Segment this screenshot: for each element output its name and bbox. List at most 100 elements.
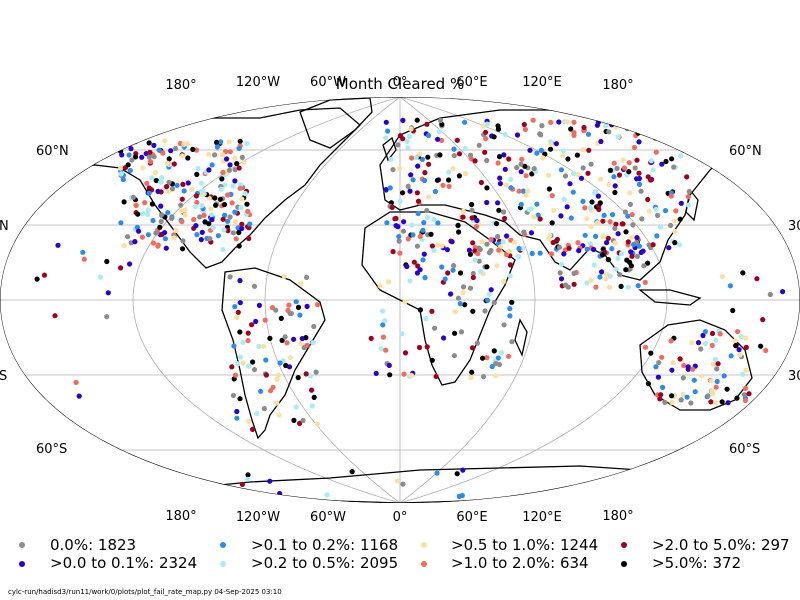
station-dot (229, 200, 235, 206)
station-dot (603, 123, 609, 129)
station-dot (603, 276, 609, 282)
station-dot (193, 193, 199, 199)
station-dot (240, 339, 246, 345)
station-dot (258, 388, 264, 394)
station-dot (634, 235, 640, 241)
lon-label-bottom: 60°W (310, 510, 346, 525)
station-dot (645, 381, 652, 387)
station-dot (553, 141, 560, 147)
station-dot (311, 394, 317, 400)
station-dot (571, 171, 577, 177)
station-dot (758, 343, 764, 349)
station-dot (469, 215, 475, 221)
station-dot (663, 158, 669, 165)
station-dot (520, 188, 526, 194)
station-dot (620, 221, 626, 227)
station-dot (474, 340, 480, 346)
station-dot (627, 201, 634, 207)
station-dot (162, 138, 168, 144)
station-dot (439, 137, 445, 143)
station-dot (220, 152, 226, 158)
station-dot (495, 126, 502, 132)
station-dot (139, 234, 146, 240)
station-dot (648, 158, 654, 164)
new-zealand (763, 393, 779, 422)
station-dot (442, 276, 448, 282)
station-dot (239, 154, 245, 160)
station-dot (180, 181, 186, 187)
station-dot (702, 329, 709, 335)
station-dot (708, 378, 714, 384)
station-dot (587, 241, 594, 247)
station-dot (740, 270, 746, 276)
station-dot (435, 242, 441, 248)
station-dot (217, 196, 223, 202)
station-dot (220, 169, 226, 176)
station-dot (493, 373, 499, 379)
station-dot (230, 230, 236, 236)
station-dot (231, 343, 237, 349)
station-dot (198, 180, 204, 186)
station-dot (227, 162, 233, 168)
station-dot (237, 185, 243, 191)
station-dot (136, 228, 142, 234)
station-dot (709, 330, 716, 337)
station-dot (483, 136, 489, 142)
station-dot (736, 347, 742, 353)
station-dot (287, 310, 293, 316)
station-dot (502, 131, 508, 137)
station-dot (405, 145, 411, 151)
station-dot (518, 169, 524, 175)
lat-label-right: 30 (788, 369, 800, 384)
station-dot (127, 261, 133, 267)
station-dot (634, 253, 641, 259)
station-dot (470, 240, 476, 246)
station-dot (591, 246, 597, 253)
station-dot (426, 194, 432, 200)
lon-label-bottom: 0° (393, 510, 408, 525)
station-dot (426, 161, 432, 167)
station-dot (149, 175, 155, 181)
station-dot (455, 222, 461, 228)
station-dot (380, 334, 386, 340)
station-dot (605, 257, 612, 263)
station-dot (574, 152, 581, 158)
station-dot (621, 165, 628, 171)
lon-label-bottom: 120°W (236, 510, 280, 525)
station-dot (118, 265, 124, 271)
station-dot (680, 147, 687, 153)
station-dot (299, 336, 305, 342)
station-dot (155, 243, 161, 249)
station-dot (52, 313, 58, 319)
station-dot (293, 299, 299, 305)
station-dot (179, 218, 185, 225)
lat-label-left: S (0, 369, 7, 384)
station-dot (456, 493, 462, 499)
station-dot (105, 290, 111, 296)
station-dot (236, 229, 242, 236)
station-dot (435, 136, 441, 142)
station-dot (585, 170, 591, 176)
station-dot (668, 193, 674, 199)
station-dot (315, 302, 321, 308)
station-dot (436, 129, 443, 135)
station-dot (564, 204, 570, 210)
station-dot (479, 239, 485, 245)
station-dot (489, 364, 495, 370)
station-dot (429, 243, 435, 249)
station-dot (518, 201, 524, 207)
station-dot (521, 121, 527, 128)
station-dot (451, 146, 457, 152)
station-dot (486, 291, 492, 297)
station-dot (309, 387, 315, 393)
station-dot (232, 219, 238, 225)
station-dot (284, 340, 290, 346)
station-dot (390, 249, 396, 255)
station-dot (437, 117, 444, 123)
station-dot (194, 199, 200, 206)
station-dot (171, 161, 177, 167)
station-dot (469, 369, 475, 375)
station-dot (395, 224, 401, 230)
south-america (221, 267, 326, 440)
footer-path: cylc-run/hadisd3/run11/work/0/plots/plot… (8, 588, 282, 596)
